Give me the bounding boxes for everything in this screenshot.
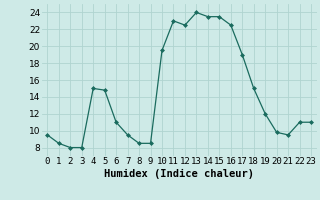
X-axis label: Humidex (Indice chaleur): Humidex (Indice chaleur) [104, 169, 254, 179]
